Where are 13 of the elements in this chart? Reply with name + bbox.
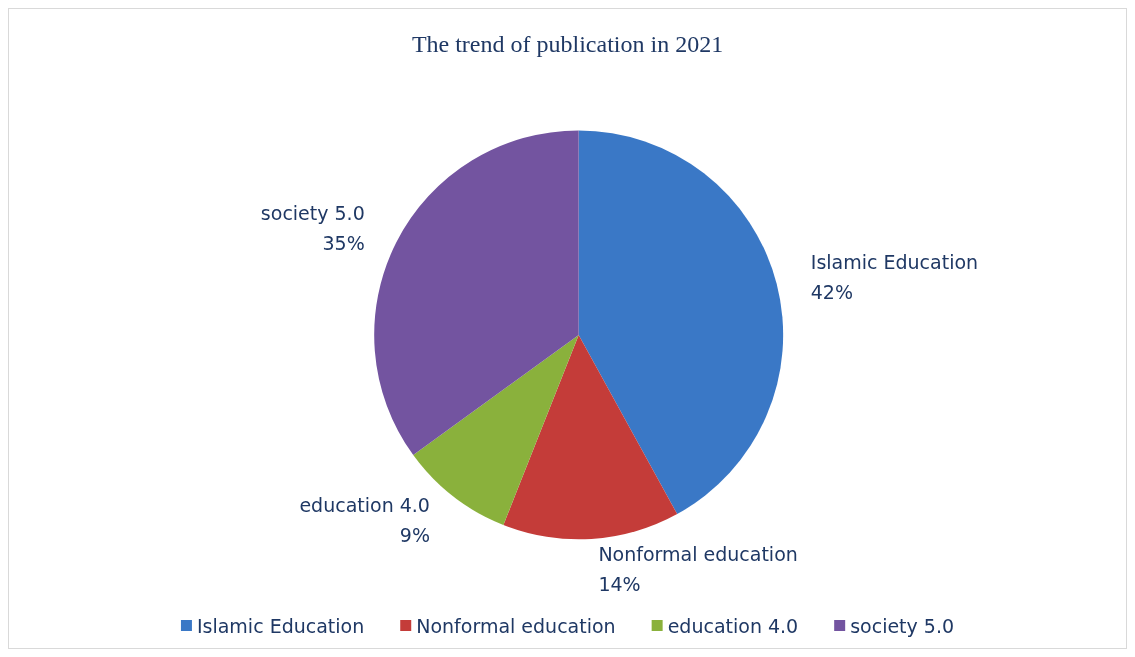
data-label: 35% (322, 232, 365, 255)
legend-label: education 4.0 (667, 614, 799, 637)
data-label: 9% (399, 524, 430, 547)
legend-label: society 5.0 (850, 614, 955, 637)
slice-label: Nonformal education (598, 542, 798, 565)
data-label: 14% (598, 572, 641, 595)
data-label: 42% (810, 280, 854, 303)
legend-label: Islamic Education (196, 614, 365, 637)
legend-label: Nonformal education (416, 614, 616, 637)
slice-label: Islamic Education (810, 250, 979, 273)
chart-title: The trend of publication in 2021 (411, 31, 724, 57)
slice-label: society 5.0 (260, 202, 365, 225)
slice-label: education 4.0 (299, 494, 430, 517)
